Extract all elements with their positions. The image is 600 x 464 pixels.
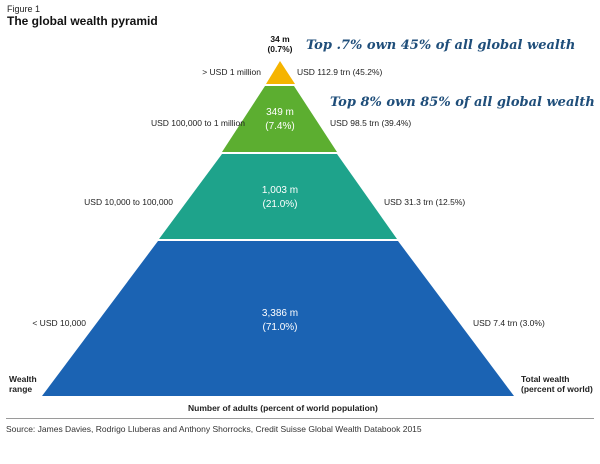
range-base: < USD 10,000 [32,318,86,328]
wealth-top: USD 112.9 trn (45.2%) [297,67,383,77]
tier-upper-percent: (7.4%) [265,121,295,132]
tier-base-label: 3,386 m (71.0%) [245,307,315,335]
wealth-range-label-line2: range [9,384,33,394]
tier-middle-label: 1,003 m (21.0%) [245,184,315,212]
total-wealth-label-line1: Total wealth [521,374,570,384]
wealth-middle: USD 31.3 trn (12.5%) [384,197,466,207]
tier-top-shape [266,61,295,84]
figure-title: The global wealth pyramid [7,14,158,28]
tier-middle-adults: 1,003 m [261,185,299,196]
figure-label: Figure 1 [7,4,41,14]
total-wealth-label: Total wealth (percent of world) [521,374,593,394]
range-top: > USD 1 million [202,67,261,77]
tier-upper-label: 349 m (7.4%) [250,106,310,134]
tier-top-label: 34 m (0.7%) [255,34,305,54]
tier-base-adults: 3,386 m [261,308,299,319]
annotation-top-8: Top 8% own 85% of all global wealth [330,95,595,110]
wealth-upper: USD 98.5 trn (39.4%) [330,118,412,128]
tier-base-percent: (71.0%) [262,322,298,333]
tier-upper-adults: 349 m [266,107,294,118]
wealth-range-label: Wealth range [9,374,37,394]
tier-middle-percent: (21.0%) [262,199,298,210]
range-middle: USD 10,000 to 100,000 [84,197,173,207]
adults-axis-label: Number of adults (percent of world popul… [188,403,378,413]
source-note: Source: James Davies, Rodrigo Lluberas a… [6,424,422,434]
tier-middle-shape [159,154,397,239]
wealth-range-label-line1: Wealth [9,374,37,384]
divider [6,418,594,419]
annotation-top-07: Top .7% own 45% of all global wealth [306,38,576,53]
range-upper: USD 100,000 to 1 million [150,118,245,128]
total-wealth-label-line2: (percent of world) [521,384,593,394]
tier-top-adults: 34 m [270,34,290,44]
tier-top-percent: (0.7%) [267,44,293,54]
wealth-base: USD 7.4 trn (3.0%) [473,318,545,328]
tier-upper-shape [222,86,337,152]
tier-base-shape [42,241,514,396]
